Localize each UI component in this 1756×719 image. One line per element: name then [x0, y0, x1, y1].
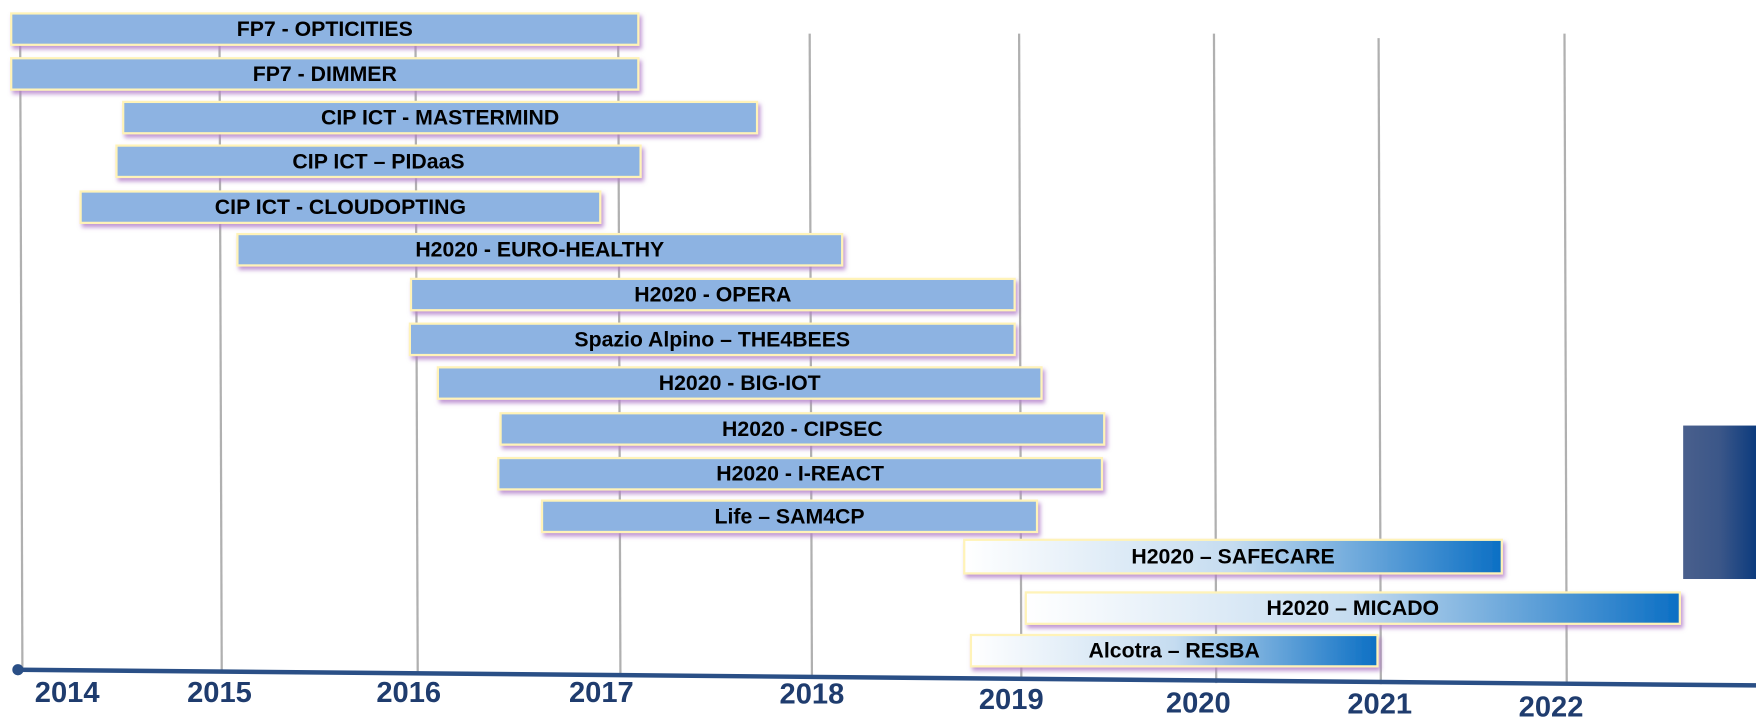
- year-label: 2022: [1519, 692, 1584, 719]
- axis-start: [12, 664, 23, 675]
- project-label: H2020 - BIG-IOT: [659, 371, 821, 395]
- project-label: H2020 – MICADO: [1267, 596, 1440, 620]
- project-label: Alcotra – RESBA: [1089, 639, 1260, 663]
- project-label: H2020 - EURO-HEALTHY: [415, 238, 664, 262]
- project-label: H2020 - I-REACT: [716, 462, 884, 486]
- year-label: 2016: [376, 677, 441, 709]
- project-label: H2020 - OPERA: [634, 283, 791, 307]
- year-label: 2019: [979, 684, 1044, 716]
- project-label: FP7 - DIMMER: [253, 62, 397, 86]
- project-label: Spazio Alpino – THE4BEES: [574, 327, 850, 351]
- year-line: [1214, 34, 1216, 684]
- timeline: FP7 - OPTICITIES FP7 - DIMMER CIP ICT - MA…: [0, 0, 1756, 719]
- year-line: [1564, 34, 1566, 686]
- project-label: CIP ICT - CLOUDOPTING: [215, 195, 466, 219]
- project-label: CIP ICT - MASTERMIND: [321, 106, 559, 130]
- project-label: CIP ICT – PIDaaS: [292, 149, 464, 173]
- year-label: 2017: [569, 677, 634, 709]
- project-bars: FP7 - OPTICITIES FP7 - DIMMER CIP ICT - MA…: [11, 13, 1680, 666]
- project-label: H2020 - CIPSEC: [722, 417, 883, 441]
- project-label: H2020 – SAFECARE: [1131, 545, 1334, 569]
- project-label: FP7 - OPTICITIES: [237, 17, 413, 41]
- year-label: 2020: [1166, 687, 1231, 719]
- year-line: [20, 34, 22, 670]
- year-label: 2014: [35, 677, 101, 709]
- year-line: [1379, 38, 1381, 684]
- year-label: 2018: [780, 678, 845, 710]
- year-line: [1019, 34, 1021, 681]
- year-label: 2021: [1347, 688, 1412, 719]
- project-label: Life – SAM4CP: [714, 504, 864, 528]
- year-label: 2015: [187, 677, 252, 709]
- side-logo-shade: [1683, 426, 1756, 579]
- time-axis: [18, 670, 1756, 686]
